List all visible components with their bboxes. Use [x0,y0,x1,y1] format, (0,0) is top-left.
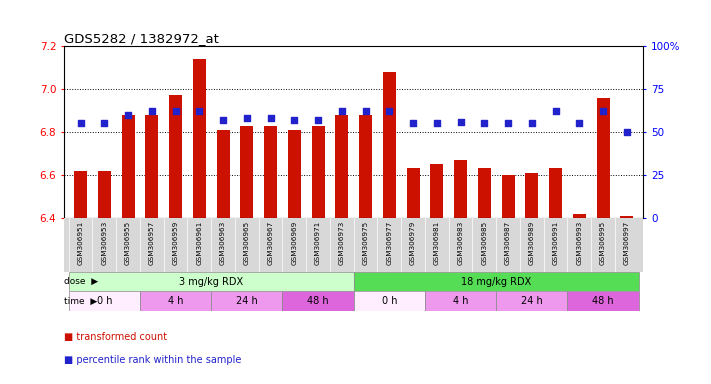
Point [384,108,395,114]
Text: 4 h: 4 h [168,296,183,306]
Point [455,119,466,125]
Bar [169,96,182,218]
Text: 18 mg/kg RDX: 18 mg/kg RDX [461,276,531,286]
Text: GSM306971: GSM306971 [315,220,321,265]
Text: GSM306985: GSM306985 [481,220,487,265]
Bar [122,115,134,218]
Point [431,120,442,126]
Point [289,117,300,123]
Bar [354,272,638,291]
Bar [74,170,87,218]
Bar [336,115,348,218]
Text: GSM306955: GSM306955 [125,220,131,265]
Bar [425,291,496,311]
Point [241,115,252,121]
Bar [193,59,206,218]
Text: GSM306977: GSM306977 [386,220,392,265]
Point [170,108,181,114]
Point [99,120,110,126]
Bar [140,291,211,311]
Bar [525,173,538,218]
Point [574,120,585,126]
Point [312,117,324,123]
Point [479,120,490,126]
Text: GSM306967: GSM306967 [267,220,274,265]
Text: GSM306981: GSM306981 [434,220,440,265]
Bar [240,126,253,218]
Text: GSM306957: GSM306957 [149,220,155,265]
Text: 3 mg/kg RDX: 3 mg/kg RDX [179,276,243,286]
Point [550,108,561,114]
Point [526,120,538,126]
Point [193,108,205,114]
Text: GSM306953: GSM306953 [102,220,107,265]
Text: ■ percentile rank within the sample: ■ percentile rank within the sample [64,355,241,365]
Bar [430,164,444,218]
Text: GSM306963: GSM306963 [220,220,226,265]
Bar [359,115,372,218]
Bar [573,214,586,218]
Text: GDS5282 / 1382972_at: GDS5282 / 1382972_at [64,32,219,45]
Point [407,120,419,126]
Bar [211,291,282,311]
Bar [597,98,609,218]
Text: 24 h: 24 h [236,296,257,306]
Text: 24 h: 24 h [521,296,542,306]
Bar [383,72,396,218]
Bar [549,169,562,218]
Bar [69,272,354,291]
Bar [145,115,159,218]
Text: GSM306983: GSM306983 [458,220,464,265]
Bar [282,291,354,311]
Bar [288,130,301,218]
Bar [98,170,111,218]
Text: GSM306997: GSM306997 [624,220,630,265]
Bar [620,216,634,218]
Text: GSM306951: GSM306951 [77,220,84,265]
Text: dose  ▶: dose ▶ [65,277,99,286]
Point [597,108,609,114]
Text: 48 h: 48 h [307,296,329,306]
Point [360,108,371,114]
Text: GSM306993: GSM306993 [577,220,582,265]
Text: GSM306969: GSM306969 [292,220,297,265]
Text: time  ▶: time ▶ [65,297,97,306]
Bar [407,169,419,218]
Point [75,120,86,126]
Text: GSM306975: GSM306975 [363,220,368,265]
Point [122,112,134,118]
Text: GSM306973: GSM306973 [339,220,345,265]
Text: 0 h: 0 h [382,296,397,306]
Text: GSM306989: GSM306989 [529,220,535,265]
Bar [264,126,277,218]
Text: 4 h: 4 h [453,296,469,306]
Text: GSM306965: GSM306965 [244,220,250,265]
Text: GSM306991: GSM306991 [552,220,559,265]
Bar [69,291,140,311]
Bar [501,175,515,218]
Bar [496,291,567,311]
Bar [567,291,638,311]
Point [621,129,633,135]
Point [146,108,158,114]
Point [336,108,348,114]
Point [265,115,277,121]
Bar [217,130,230,218]
Text: GSM306995: GSM306995 [600,220,606,265]
Text: GSM306961: GSM306961 [196,220,203,265]
Bar [478,169,491,218]
Bar [454,160,467,218]
Text: 0 h: 0 h [97,296,112,306]
Text: GSM306959: GSM306959 [173,220,178,265]
Text: ■ transformed count: ■ transformed count [64,332,167,342]
Bar [354,291,425,311]
Text: GSM306979: GSM306979 [410,220,416,265]
Text: 48 h: 48 h [592,296,614,306]
Text: GSM306987: GSM306987 [505,220,511,265]
Point [218,117,229,123]
Point [503,120,514,126]
Bar [311,126,325,218]
